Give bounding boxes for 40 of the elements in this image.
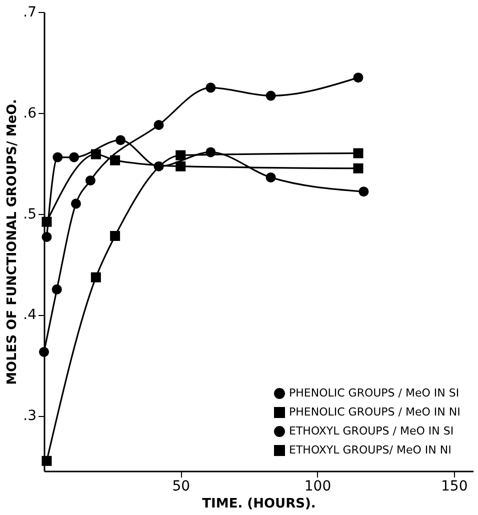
point xyxy=(52,284,62,294)
point xyxy=(358,186,369,197)
x-tick-label: 150 xyxy=(441,478,468,494)
y-tick-label: .5 xyxy=(23,206,36,222)
y-tick-label: .6 xyxy=(23,105,37,122)
point xyxy=(266,90,276,101)
x-tick-label: 100 xyxy=(304,478,332,494)
point xyxy=(154,120,164,130)
point xyxy=(176,161,186,172)
legend-label: ETHOXYL GROUPS/ MeO IN NI xyxy=(289,444,452,456)
point xyxy=(42,216,52,227)
legend-label: PHENOLIC GROUPS / MeO IN SI xyxy=(289,386,460,400)
point xyxy=(85,175,96,186)
point xyxy=(42,232,52,242)
point xyxy=(110,155,120,166)
point xyxy=(90,149,101,160)
x-axis-title: TIME. (HOURS). xyxy=(202,496,316,512)
point xyxy=(70,198,81,209)
point xyxy=(69,152,80,162)
point xyxy=(206,147,216,158)
point xyxy=(39,346,49,357)
point xyxy=(116,135,126,146)
y-axis-title: MOLES OF FUNCTIONAL GROUPS/ MeO. xyxy=(5,99,20,385)
point xyxy=(90,272,101,282)
point xyxy=(110,230,120,241)
point xyxy=(154,161,164,172)
y-tick-label: .7 xyxy=(23,4,36,20)
y-tick-label: .3 xyxy=(23,408,36,424)
x-tick-label: 50 xyxy=(172,478,190,494)
point xyxy=(176,150,186,160)
point xyxy=(266,172,276,182)
y-tick-label: .4 xyxy=(23,307,37,324)
point xyxy=(42,456,52,466)
point xyxy=(206,82,216,93)
point xyxy=(52,152,63,162)
point xyxy=(353,163,364,174)
legend-label: PHENOLIC GROUPS / MeO IN NI xyxy=(289,406,460,418)
legend-label: ETHOXYL GROUPS / MeO IN SI xyxy=(289,424,454,438)
point xyxy=(353,72,364,83)
point xyxy=(353,148,364,158)
